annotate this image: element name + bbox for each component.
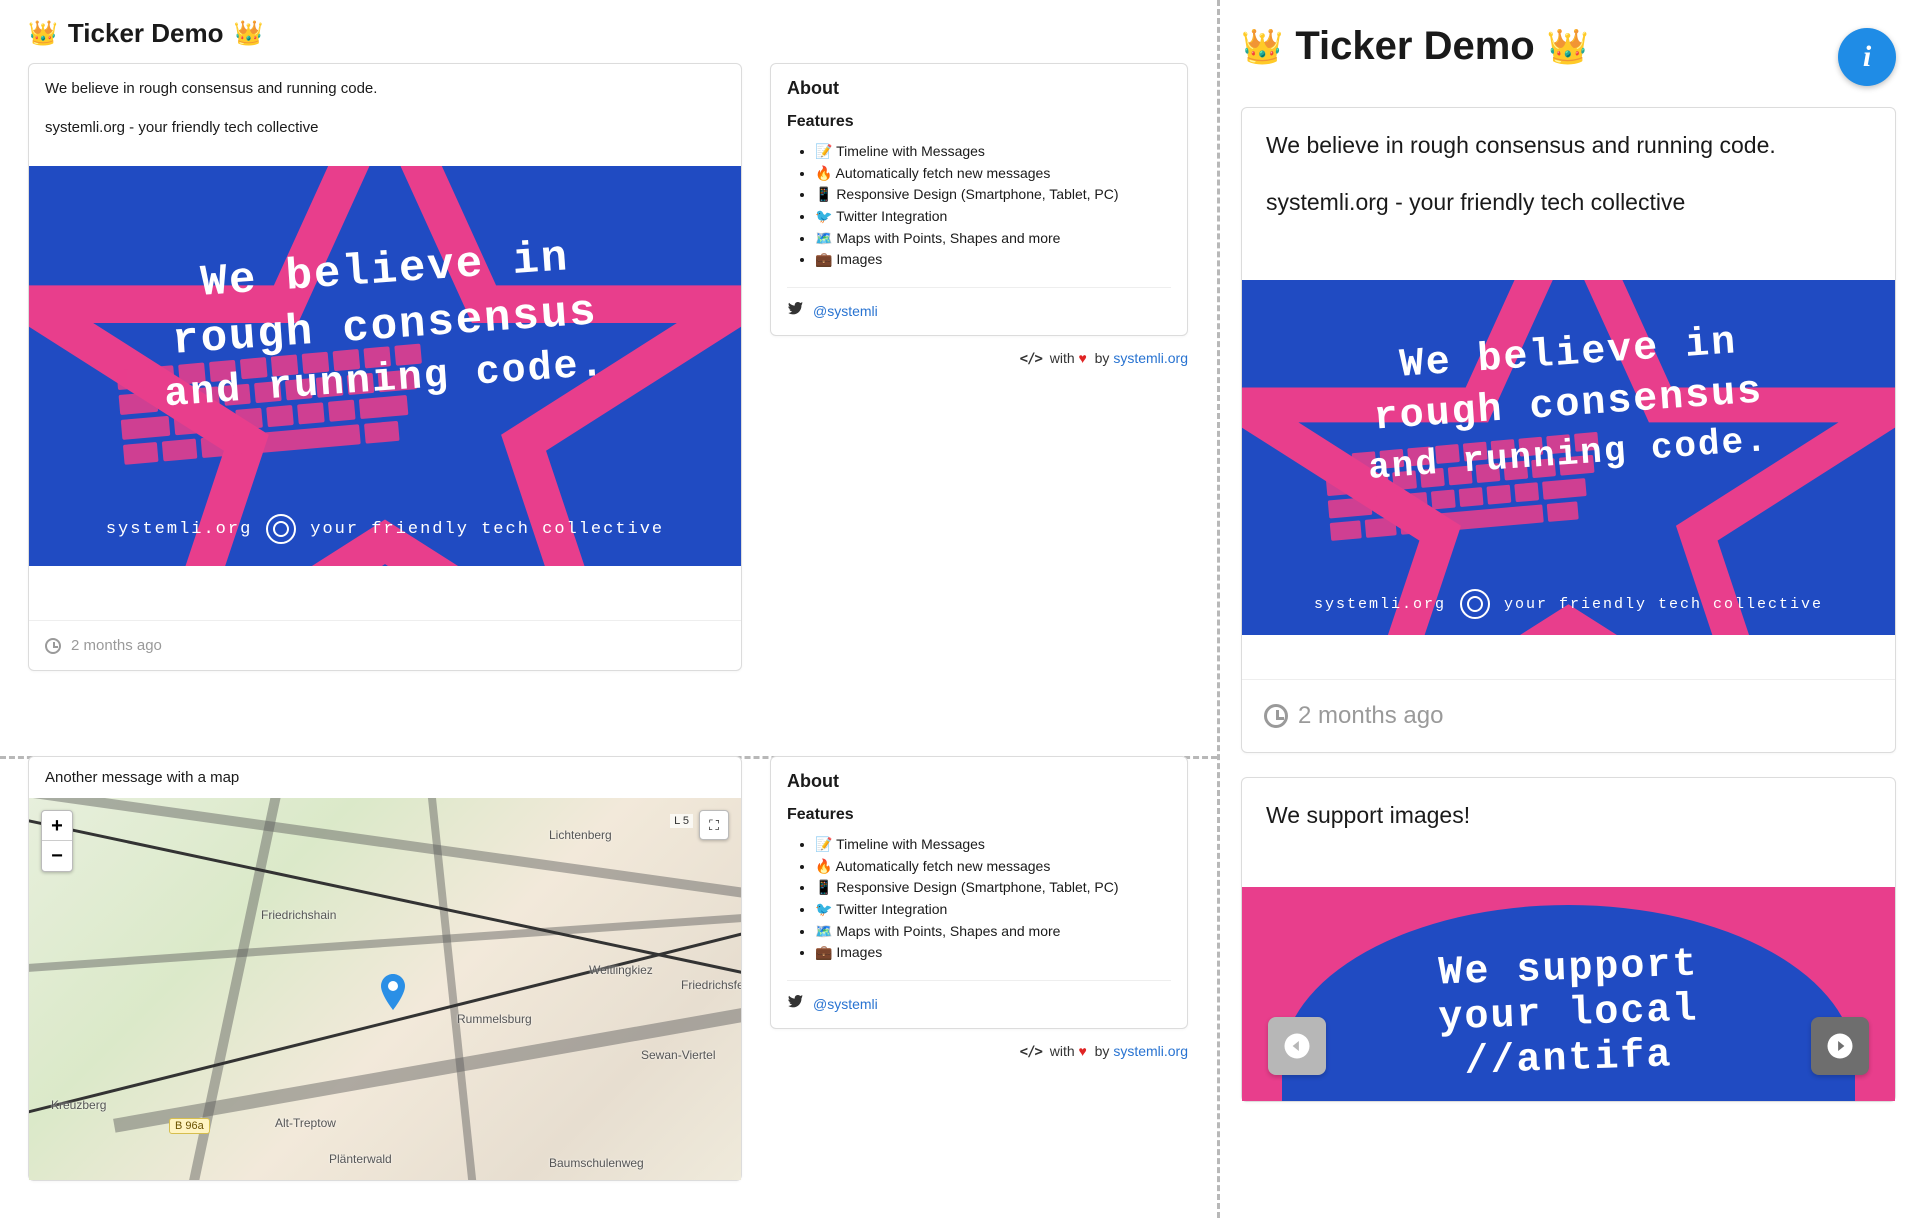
systemli-logo-icon [266,514,296,544]
message-text: We believe in rough consensus and runnin… [29,64,741,152]
code-icon: </> [1020,351,1042,367]
crown-icon: 👑 [28,19,58,48]
info-button[interactable]: i [1838,28,1896,86]
heart-icon: ♥ [1079,350,1087,366]
map-place-label: Alt-Treptow [275,1116,336,1130]
feature-item: 🗺️ Maps with Points, Shapes and more [815,921,1171,943]
map-zoom-out-button[interactable]: − [42,841,72,871]
message-text: We believe in rough consensus and runnin… [1242,108,1895,266]
feature-item: 🔥 Automatically fetch new messages [815,163,1171,185]
map-zoom-control: + − [41,810,73,872]
info-icon: i [1863,40,1871,74]
message-card: We believe in rough consensus and runnin… [28,63,742,671]
support-poster: We support your local //antifa [1242,887,1895,1101]
crown-icon: 👑 [1547,27,1589,67]
intro-line-1: We believe in rough consensus and runnin… [45,78,725,99]
feature-item: 📱 Responsive Design (Smartphone, Tablet,… [815,877,1171,899]
page-title: Ticker Demo [1295,24,1534,69]
map-place-label: Plänterwald [329,1152,392,1166]
twitter-icon [787,300,803,321]
credit-with: with [1050,350,1075,366]
intro-line-1: We believe in rough consensus and runnin… [1266,130,1871,161]
feature-item: 📱 Responsive Design (Smartphone, Tablet,… [815,184,1171,206]
second-card-text: We support images! [1266,800,1871,831]
arrow-left-icon [1282,1031,1312,1061]
clock-icon [1264,704,1288,728]
message-meta: 2 months ago [29,620,741,670]
feature-item: 🔥 Automatically fetch new messages [815,856,1171,878]
systemli-logo-icon [1460,589,1490,619]
map-pin-icon[interactable] [381,974,405,1010]
feature-item: 🗺️ Maps with Points, Shapes and more [815,228,1171,250]
intro-line-2: systemli.org - your friendly tech collec… [1266,187,1871,218]
crown-icon: 👑 [233,19,263,48]
feature-item: 💼 Images [815,249,1171,271]
about-title: About [787,78,1171,99]
poster-footer-left: systemli.org [1314,596,1446,613]
map-place-label: Weitlingkiez [589,963,653,977]
credit-by: by [1095,1043,1110,1059]
carousel-prev-button[interactable] [1268,1017,1326,1075]
map-place-label: Kreuzberg [51,1098,106,1112]
map[interactable]: Lichtenberg Friedrichshain Kreuzberg Alt-Tr… [29,798,741,1180]
poster-footer-right: your friendly tech collective [1504,596,1823,613]
about-title: About [787,771,1171,792]
clock-icon [45,638,61,654]
desktop-panel-bottom: Another message with a map Lichtenberg Fr… [0,756,1217,1218]
twitter-icon [787,993,803,1014]
message-meta: 2 months ago [1242,679,1895,752]
poster-footer-left: systemli.org [106,520,252,539]
map-place-label: Rummelsburg [457,1012,532,1026]
feature-item: 💼 Images [815,942,1171,964]
map-place-label: Sewan-Viertel [641,1048,715,1062]
features-title: Features [787,806,1171,824]
crown-icon: 👑 [1241,27,1283,67]
heart-icon: ♥ [1079,1043,1087,1059]
map-message-text: Another message with a map [29,757,741,798]
features-list: 📝 Timeline with Messages🔥 Automatically … [787,141,1171,271]
carousel-next-button[interactable] [1811,1017,1869,1075]
twitter-link[interactable]: @systemli [813,303,878,319]
about-card: About Features 📝 Timeline with Messages🔥… [770,756,1188,1029]
map-message-card: Another message with a map Lichtenberg Fr… [28,756,742,1181]
message-timestamp: 2 months ago [71,637,162,654]
feature-item: 🐦 Twitter Integration [815,206,1171,228]
intro-line-2: systemli.org - your friendly tech collec… [45,117,725,138]
feature-item: 🐦 Twitter Integration [815,899,1171,921]
features-list: 📝 Timeline with Messages🔥 Automatically … [787,834,1171,964]
feature-item: 📝 Timeline with Messages [815,834,1171,856]
map-road-badge: B 96a [169,1118,210,1134]
code-icon: </> [1020,1044,1042,1060]
message-text: We support images! [1242,778,1895,853]
page-title: Ticker Demo [68,18,224,49]
credit-line: </> with ♥ by systemli.org [770,1043,1188,1060]
map-fullscreen-button[interactable]: ⛶ [699,810,729,840]
arrow-right-icon [1825,1031,1855,1061]
map-place-label: Friedrichsfelde [681,978,741,992]
map-scale-label: L 5 [670,814,693,828]
message-poster: We believe in rough consensus and runnin… [29,166,741,566]
map-place-label: Friedrichshain [261,908,336,922]
desktop-panel-top: 👑 Ticker Demo 👑 We believe in rough cons… [0,0,1217,756]
feature-item: 📝 Timeline with Messages [815,141,1171,163]
message-timestamp: 2 months ago [1298,702,1443,730]
credit-link[interactable]: systemli.org [1113,350,1188,366]
poster-footer-right: your friendly tech collective [310,520,664,539]
credit-link[interactable]: systemli.org [1113,1043,1188,1059]
credit-by: by [1095,350,1110,366]
about-card: About Features 📝 Timeline with Messages🔥… [770,63,1188,336]
page-title-row: 👑 Ticker Demo 👑 [1241,24,1589,69]
message-card: We support images! We support your local… [1241,777,1896,1102]
page-title-row: 👑 Ticker Demo 👑 [28,18,1189,49]
twitter-link[interactable]: @systemli [813,996,878,1012]
credit-line: </> with ♥ by systemli.org [770,350,1188,367]
message-poster: We believe in rough consensus and runnin… [1242,280,1895,635]
credit-with: with [1050,1043,1075,1059]
map-zoom-in-button[interactable]: + [42,811,72,841]
mobile-panel: 👑 Ticker Demo 👑 i We believe in rough co… [1217,0,1920,1218]
map-place-label: Lichtenberg [549,828,612,842]
map-place-label: Baumschulenweg [549,1156,644,1170]
message-card: We believe in rough consensus and runnin… [1241,107,1896,753]
features-title: Features [787,113,1171,131]
